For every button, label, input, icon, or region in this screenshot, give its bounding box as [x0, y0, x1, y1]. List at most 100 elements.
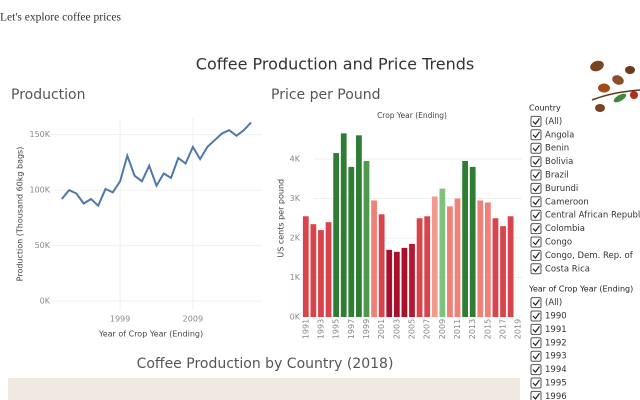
filter-item[interactable]: Burundi — [545, 184, 578, 194]
checkbox[interactable] — [530, 156, 542, 168]
section-title: Coffee Production by Country (2018) — [137, 356, 394, 372]
filter-item[interactable]: 1994 — [545, 365, 567, 375]
bar — [325, 222, 332, 317]
checkbox[interactable] — [530, 236, 542, 248]
filter-item[interactable]: Bolivia — [545, 157, 573, 167]
checkmark — [532, 211, 540, 219]
checkbox[interactable] — [530, 223, 542, 235]
bar — [409, 243, 415, 317]
filter-item[interactable]: (All) — [545, 117, 562, 127]
x-tick-label: 2009 — [438, 319, 447, 339]
x-tick-label: 2003 — [392, 319, 401, 339]
bar — [348, 166, 355, 317]
filter-item[interactable]: 1992 — [545, 338, 567, 348]
filter-item[interactable]: 1995 — [545, 379, 567, 389]
bar — [500, 226, 506, 317]
x-tick-label: 1999 — [110, 315, 130, 324]
filter-item[interactable]: Colombia — [545, 224, 585, 234]
checkbox[interactable] — [530, 364, 542, 376]
checkmark — [532, 379, 540, 387]
checkmark — [532, 252, 540, 259]
filter-item[interactable]: Benin — [545, 144, 569, 154]
checkmark — [532, 198, 540, 206]
checkbox[interactable] — [530, 350, 542, 362]
line-series — [61, 121, 252, 208]
checkbox[interactable] — [530, 169, 542, 181]
bar — [477, 200, 484, 317]
checkbox[interactable] — [530, 390, 542, 400]
dashboard-title: Coffee Production and Price Trends — [196, 55, 474, 74]
x-tick-label: 2017 — [499, 319, 508, 339]
bar — [424, 216, 431, 317]
checkbox[interactable] — [530, 142, 542, 154]
checkmark — [532, 171, 540, 179]
checkbox[interactable] — [530, 377, 542, 389]
checkbox[interactable] — [530, 249, 542, 261]
filter-item[interactable]: 1996 — [545, 392, 567, 400]
x-tick-label: 2011 — [453, 319, 462, 339]
checkbox[interactable] — [530, 182, 542, 194]
checkbox[interactable] — [530, 310, 542, 322]
checkmark — [532, 393, 540, 400]
bar — [492, 218, 499, 317]
checkbox[interactable] — [530, 263, 542, 275]
chart-subtitle: Crop Year (Ending) — [377, 111, 447, 120]
x-axis-title: Year of Crop Year (Ending) — [98, 330, 203, 339]
filter-item[interactable]: Central African Republic — [545, 211, 640, 221]
filter-item[interactable]: 1991 — [545, 325, 567, 335]
x-tick-label: 1999 — [362, 319, 371, 339]
y-tick-label: 0K — [290, 313, 301, 322]
bar — [401, 247, 408, 317]
bar — [378, 214, 385, 317]
filter-item[interactable]: Costa Rica — [545, 264, 590, 274]
checkbox[interactable] — [530, 209, 542, 221]
x-tick-label: 2001 — [377, 319, 386, 339]
bar — [439, 188, 446, 317]
bar — [431, 196, 438, 317]
filter-item[interactable]: Cameroon — [545, 197, 589, 207]
x-tick-label: 2015 — [483, 319, 492, 339]
chart-title: Production — [11, 87, 85, 103]
checkmark — [532, 299, 540, 307]
checkmark — [532, 339, 540, 347]
bar — [363, 160, 370, 317]
checkmark — [532, 225, 540, 233]
bar — [454, 198, 461, 317]
checkbox[interactable] — [530, 115, 542, 127]
checkmark — [532, 185, 540, 192]
bar — [302, 216, 309, 317]
checkmark — [532, 352, 540, 360]
filter-item[interactable]: (All) — [545, 298, 562, 308]
y-tick-label: 50K — [35, 241, 51, 250]
checkmark — [532, 118, 540, 125]
filter-item[interactable]: Congo — [545, 238, 572, 248]
y-axis-title: US cents per pound — [277, 179, 286, 258]
filter-item[interactable]: 1993 — [545, 352, 567, 362]
filter-item[interactable]: Congo, Dem. Rep. of — [545, 251, 634, 261]
checkmark — [532, 158, 540, 166]
page-title: Let's explore coffee prices — [0, 12, 121, 24]
y-tick-label: 0K — [40, 297, 51, 306]
checkbox[interactable] — [530, 196, 542, 208]
filter-item[interactable]: Brazil — [545, 171, 569, 181]
bar — [356, 135, 362, 317]
checkbox[interactable] — [530, 337, 542, 349]
filter-title: Year of Crop Year (Ending) — [528, 285, 633, 294]
checkbox[interactable] — [530, 323, 542, 335]
x-tick-label: 1991 — [301, 319, 310, 339]
bar — [416, 218, 423, 317]
x-tick-label: 1995 — [332, 319, 341, 339]
bar — [462, 160, 468, 317]
checkmark — [532, 312, 540, 320]
y-tick-label: 1K — [290, 273, 301, 282]
y-tick-label: 100K — [29, 186, 50, 195]
bar — [340, 133, 347, 317]
y-tick-label: 150K — [29, 130, 50, 139]
filter-item[interactable]: Angola — [545, 130, 574, 140]
bar — [469, 166, 476, 317]
checkbox[interactable] — [530, 297, 542, 309]
checkmark — [532, 238, 540, 246]
checkbox[interactable] — [530, 129, 542, 141]
filter-item[interactable]: 1990 — [545, 312, 567, 322]
